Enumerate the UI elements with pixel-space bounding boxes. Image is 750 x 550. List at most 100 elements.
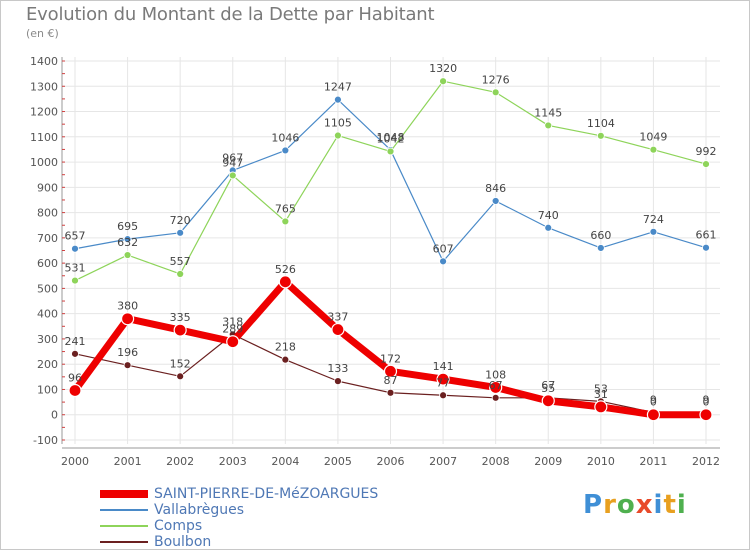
data-point-boulbon xyxy=(71,349,79,358)
data-label-boulbon: 133 xyxy=(327,362,348,375)
data-label-vallabr-gues: 695 xyxy=(117,220,138,233)
x-tick-label: 2003 xyxy=(219,455,247,468)
data-label-boulbon: 87 xyxy=(384,374,398,387)
data-point-saint-pierre-de-m-zoargues xyxy=(594,400,608,414)
legend-swatch xyxy=(100,525,148,527)
data-point-boulbon xyxy=(334,377,342,386)
y-tick-label: 1400 xyxy=(30,55,58,68)
data-point-boulbon xyxy=(176,372,185,381)
data-point-comps xyxy=(334,131,342,140)
x-tick-label: 2012 xyxy=(692,455,720,468)
y-tick-label: 400 xyxy=(37,308,58,321)
data-point-saint-pierre-de-m-zoargues xyxy=(699,408,713,422)
y-tick-label: 200 xyxy=(37,358,58,371)
data-label-saint-pierre-de-m-zoargues: 337 xyxy=(327,311,348,324)
data-label-vallabr-gues: 1048 xyxy=(377,131,405,144)
data-point-saint-pierre-de-m-zoargues xyxy=(173,323,187,337)
data-label-vallabr-gues: 1247 xyxy=(324,81,352,94)
data-point-comps xyxy=(702,160,710,168)
y-tick-label: 1200 xyxy=(30,106,58,119)
legend-item-vallabr-gues: Vallabrègues xyxy=(100,502,244,518)
x-tick-label: 2009 xyxy=(534,455,562,468)
data-point-comps xyxy=(228,171,237,180)
data-label-saint-pierre-de-m-zoargues: 141 xyxy=(433,360,454,373)
data-point-vallabr-gues xyxy=(71,244,79,253)
data-label-comps: 632 xyxy=(117,236,138,249)
data-point-comps xyxy=(596,131,605,140)
data-label-vallabr-gues: 607 xyxy=(433,242,454,255)
data-label-boulbon: 53 xyxy=(594,382,608,395)
data-point-boulbon xyxy=(439,391,447,400)
data-label-comps: 531 xyxy=(65,262,86,275)
data-label-vallabr-gues: 1046 xyxy=(271,131,299,144)
y-tick-label: 800 xyxy=(37,207,58,220)
data-label-boulbon: 218 xyxy=(275,341,296,354)
legend-label: Boulbon xyxy=(154,534,212,550)
data-point-vallabr-gues xyxy=(281,146,290,155)
x-tick-label: 2001 xyxy=(114,455,142,468)
data-point-vallabr-gues xyxy=(544,223,553,232)
data-label-boulbon: 152 xyxy=(170,357,191,370)
x-tick-label: 2007 xyxy=(429,455,457,468)
y-tick-label: 0 xyxy=(51,409,58,422)
y-tick-label: 500 xyxy=(37,282,58,295)
data-label-vallabr-gues: 967 xyxy=(222,151,243,164)
data-label-comps: 1105 xyxy=(324,117,352,130)
x-tick-label: 2005 xyxy=(324,455,352,468)
data-point-saint-pierre-de-m-zoargues xyxy=(226,335,240,349)
data-label-comps: 947 xyxy=(222,156,243,169)
data-label-vallabr-gues: 740 xyxy=(538,209,559,222)
data-label-comps: 1145 xyxy=(534,106,562,119)
data-label-comps: 1320 xyxy=(429,62,457,75)
x-tick-label: 2000 xyxy=(61,455,89,468)
data-label-boulbon: 67 xyxy=(489,379,503,392)
legend-label: Comps xyxy=(154,518,203,534)
data-label-saint-pierre-de-m-zoargues: 289 xyxy=(222,323,243,336)
data-point-comps xyxy=(386,147,395,156)
data-label-saint-pierre-de-m-zoargues: 335 xyxy=(170,311,191,324)
data-label-boulbon: 318 xyxy=(222,315,243,328)
x-tick-label: 2008 xyxy=(482,455,510,468)
proxiti-logo: Proxiti xyxy=(583,490,687,520)
x-tick-label: 2011 xyxy=(639,455,667,468)
data-point-saint-pierre-de-m-zoargues xyxy=(120,312,135,326)
data-label-saint-pierre-de-m-zoargues: 172 xyxy=(380,352,401,365)
y-tick-label: -100 xyxy=(33,434,58,447)
legend-swatch xyxy=(100,541,148,543)
data-point-comps xyxy=(439,77,447,86)
data-point-saint-pierre-de-m-zoargues xyxy=(278,275,292,289)
data-label-saint-pierre-de-m-zoargues: 526 xyxy=(275,263,296,276)
legend-swatch xyxy=(100,509,148,511)
y-tick-label: 100 xyxy=(37,383,58,396)
data-point-vallabr-gues xyxy=(176,228,185,237)
data-point-comps xyxy=(649,145,658,154)
chart-subtitle: (en €) xyxy=(26,27,59,40)
data-label-comps: 557 xyxy=(170,255,191,268)
data-label-saint-pierre-de-m-zoargues: 108 xyxy=(485,368,506,381)
data-label-comps: 1104 xyxy=(587,117,615,130)
data-label-vallabr-gues: 661 xyxy=(696,229,717,242)
data-point-vallabr-gues xyxy=(702,243,710,252)
data-point-boulbon xyxy=(281,355,290,364)
data-point-comps xyxy=(544,121,553,130)
data-point-vallabr-gues xyxy=(596,244,605,252)
data-label-saint-pierre-de-m-zoargues: 31 xyxy=(594,388,608,401)
data-label-vallabr-gues: 720 xyxy=(170,214,191,227)
data-point-comps xyxy=(123,251,132,259)
data-point-boulbon xyxy=(123,361,132,370)
data-point-vallabr-gues xyxy=(649,227,658,236)
legend-item-boulbon: Boulbon xyxy=(100,534,211,550)
data-label-saint-pierre-de-m-zoargues: 0 xyxy=(703,396,710,409)
data-label-comps: 992 xyxy=(696,145,717,158)
data-point-saint-pierre-de-m-zoargues xyxy=(68,383,82,398)
data-label-saint-pierre-de-m-zoargues: 380 xyxy=(117,300,138,313)
x-tick-label: 2010 xyxy=(587,455,615,468)
data-point-vallabr-gues xyxy=(123,235,132,244)
data-label-saint-pierre-de-m-zoargues: 0 xyxy=(650,396,657,409)
y-tick-label: 1300 xyxy=(30,80,58,93)
data-point-comps xyxy=(71,276,79,285)
legend-label: Vallabrègues xyxy=(154,502,245,518)
data-label-saint-pierre-de-m-zoargues: 55 xyxy=(541,382,555,395)
data-point-saint-pierre-de-m-zoargues xyxy=(646,408,661,422)
